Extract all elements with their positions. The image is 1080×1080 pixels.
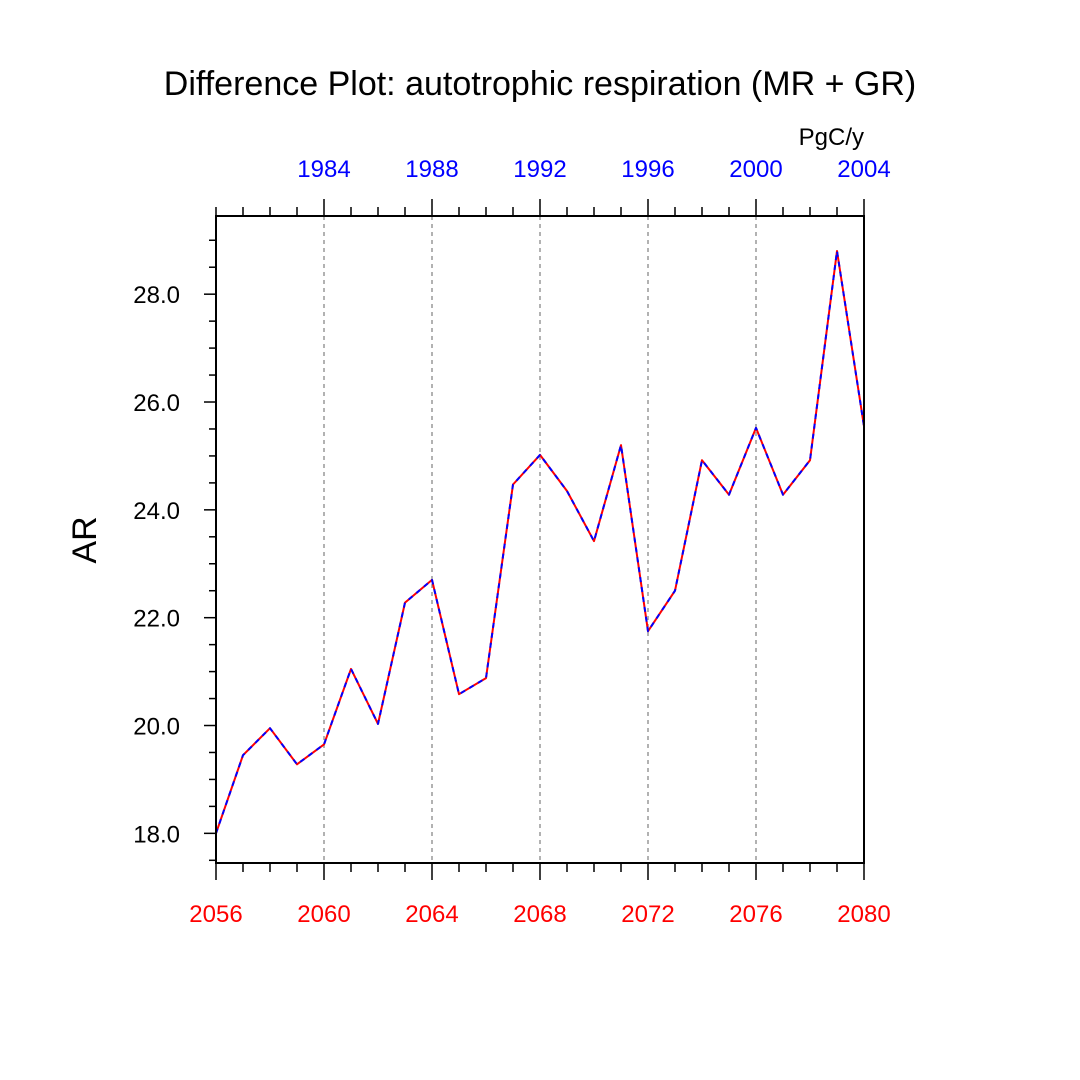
series-layer <box>215 250 865 834</box>
series-line-1 <box>215 250 865 834</box>
axes-layer: 18.0 20.0 22.0 24.0 26.0 28.0 2056 2060 2064 2068… <box>133 156 890 928</box>
x-tick-label-top: 1992 <box>513 156 566 183</box>
grid-layer <box>323 216 757 863</box>
y-tick-label: 24.0 <box>133 498 180 525</box>
x-tick-label-bottom: 2056 <box>189 901 242 928</box>
x-tick-label-bottom: 2064 <box>405 901 458 928</box>
x-tick-label-top: 1984 <box>297 156 350 183</box>
y-tick-label: 20.0 <box>133 714 180 741</box>
x-tick-label-bottom: 2068 <box>513 901 566 928</box>
chart-title: Difference Plot: autotrophic respiration… <box>164 65 916 103</box>
x-tick-label-top: 2004 <box>837 156 890 183</box>
x-tick-label-bottom: 2060 <box>297 901 350 928</box>
y-tick-label: 28.0 <box>133 282 180 309</box>
x-tick-label-bottom: 2072 <box>621 901 674 928</box>
x-tick-label-top: 1988 <box>405 156 458 183</box>
y-tick-label: 18.0 <box>133 821 180 848</box>
x-tick-label-bottom: 2080 <box>837 901 890 928</box>
x-tick-label-top: 1996 <box>621 156 674 183</box>
y-tick-label: 26.0 <box>133 390 180 417</box>
x-tick-label-bottom: 2076 <box>729 901 782 928</box>
y-tick-label: 22.0 <box>133 606 180 633</box>
units-label: PgC/y <box>799 124 864 151</box>
x-tick-label-top: 2000 <box>729 156 782 183</box>
y-axis-label: AR <box>66 516 104 563</box>
